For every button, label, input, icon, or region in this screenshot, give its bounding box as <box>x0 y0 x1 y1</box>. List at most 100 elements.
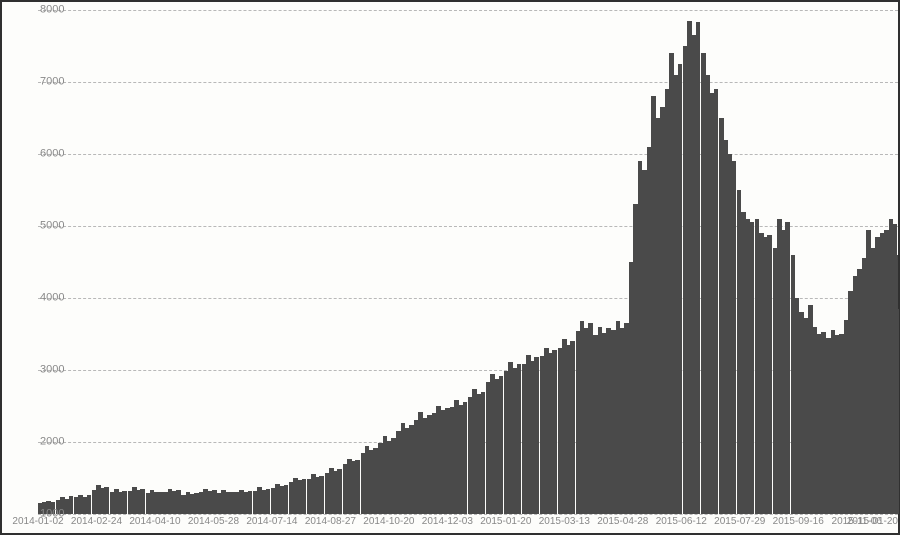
series-subcolumn <box>785 222 790 514</box>
series-column <box>665 10 682 514</box>
x-tick-label: 2015-01-20 <box>480 517 531 527</box>
series-column <box>701 10 718 514</box>
series-subcolumn <box>839 334 844 514</box>
series-column <box>253 10 270 514</box>
series-subcolumn <box>104 487 109 514</box>
x-tick-label: 2015-01-20 <box>847 517 898 527</box>
series-subcolumn <box>158 492 163 514</box>
series-subcolumn <box>284 485 289 514</box>
series-column <box>146 10 163 514</box>
x-tick-label: 2015-06-12 <box>656 517 707 527</box>
series-subcolumn <box>409 425 414 514</box>
series-column <box>325 10 342 514</box>
x-tick-label: 2014-05-28 <box>188 517 239 527</box>
series-column <box>755 10 772 514</box>
series-column <box>826 10 843 514</box>
series-subcolumn <box>696 22 701 514</box>
time-series-area-chart: 100020003000400050006000700080002014-01-… <box>0 0 900 535</box>
x-tick-label: 2014-04-10 <box>129 517 180 527</box>
series-column <box>593 10 610 514</box>
series-subcolumn <box>87 495 92 514</box>
series-subcolumn <box>427 415 432 514</box>
series-subcolumn <box>570 341 575 514</box>
y-tick-label: 8000 <box>40 5 64 16</box>
x-tick-label: 2014-12-03 <box>422 517 473 527</box>
series-subcolumn <box>875 237 880 514</box>
series-column <box>271 10 288 514</box>
series-subcolumn <box>588 323 593 514</box>
series-column <box>110 10 127 514</box>
series-column <box>217 10 234 514</box>
series-subcolumn <box>230 492 235 514</box>
y-tick-label: 2000 <box>40 437 64 448</box>
series-column <box>378 10 395 514</box>
series-column <box>844 10 861 514</box>
series-subcolumn <box>642 170 647 514</box>
series-subcolumn <box>319 476 324 514</box>
series-subcolumn <box>302 479 307 514</box>
series-column <box>450 10 467 514</box>
series-subcolumn <box>857 269 862 514</box>
x-tick-label: 2014-07-14 <box>246 517 297 527</box>
series-subcolumn <box>534 357 539 514</box>
series-column <box>683 10 700 514</box>
series-column <box>862 10 879 514</box>
x-tick-label: 2014-01-02 <box>12 517 63 527</box>
series-column <box>468 10 485 514</box>
series-column <box>880 10 897 514</box>
series-subcolumn <box>499 376 504 514</box>
series-subcolumn <box>463 402 468 514</box>
gridline <box>38 514 898 515</box>
series-subcolumn <box>606 328 611 514</box>
series-subcolumn <box>732 161 737 514</box>
series-tail <box>898 320 899 514</box>
x-tick-label: 2014-02-24 <box>71 517 122 527</box>
series-subcolumn <box>373 448 378 514</box>
series-subcolumn <box>767 235 772 514</box>
series-subcolumn <box>803 318 808 514</box>
y-tick-label: 5000 <box>40 221 64 232</box>
y-tick-label: 3000 <box>40 365 64 376</box>
series-subcolumn <box>391 438 396 514</box>
series-column <box>432 10 449 514</box>
series-subcolumn <box>445 408 450 514</box>
y-tick-label: 7000 <box>40 77 64 88</box>
x-tick-label: 2014-08-27 <box>305 517 356 527</box>
x-tick-label: 2015-03-13 <box>539 517 590 527</box>
series-subcolumn <box>821 332 826 514</box>
series-column <box>522 10 539 514</box>
series-subcolumn <box>624 323 629 514</box>
series-subcolumn <box>69 496 74 514</box>
series-subcolumn <box>660 107 665 514</box>
series-column <box>289 10 306 514</box>
series-column <box>128 10 145 514</box>
series-subcolumn <box>552 350 557 514</box>
series-column <box>163 10 180 514</box>
y-tick-label: 6000 <box>40 149 64 160</box>
series-column <box>396 10 413 514</box>
series-subcolumn <box>337 469 342 514</box>
series-column <box>307 10 324 514</box>
plot-area <box>38 10 898 514</box>
series-subcolumn <box>194 493 199 514</box>
series-column <box>576 10 593 514</box>
series-column <box>791 10 808 514</box>
series-column <box>235 10 252 514</box>
series-column <box>719 10 736 514</box>
x-tick-label: 2014-10-20 <box>363 517 414 527</box>
series-column <box>486 10 503 514</box>
x-tick-label: 2015-07-29 <box>714 517 765 527</box>
series-subcolumn <box>140 489 145 514</box>
series-subcolumn <box>212 490 217 514</box>
series-subcolumn <box>248 491 253 514</box>
series-subcolumn <box>481 392 486 514</box>
series-column <box>343 10 360 514</box>
series-column <box>540 10 557 514</box>
series-subcolumn <box>122 491 127 514</box>
series-column <box>199 10 216 514</box>
series-column <box>647 10 664 514</box>
x-tick-label: 2015-04-28 <box>597 517 648 527</box>
series-subcolumn <box>517 364 522 514</box>
series-column <box>629 10 646 514</box>
series-column <box>361 10 378 514</box>
